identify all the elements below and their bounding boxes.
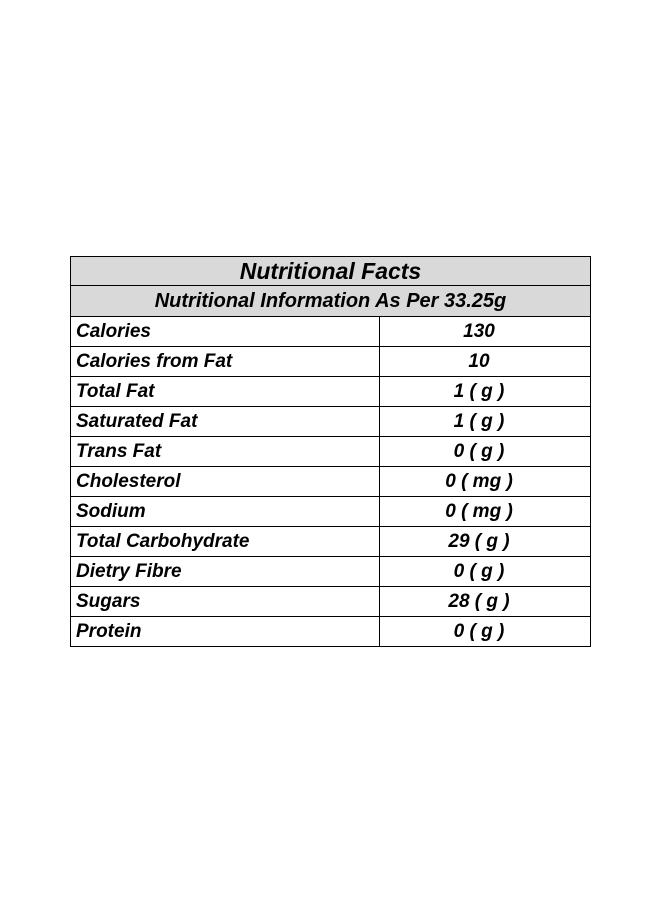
- nutrient-value: 10: [379, 346, 591, 377]
- nutrient-name: Calories: [70, 316, 380, 347]
- nutrient-name: Dietry Fibre: [70, 556, 380, 587]
- nutrient-name: Sodium: [70, 496, 380, 527]
- table-subtitle: Nutritional Information As Per 33.25g: [70, 285, 591, 317]
- nutrient-name: Sugars: [70, 586, 380, 617]
- table-row: Sugars 28 ( g ): [70, 586, 591, 617]
- table-row: Saturated Fat 1 ( g ): [70, 406, 591, 437]
- nutrient-name: Cholesterol: [70, 466, 380, 497]
- table-title-row: Nutritional Facts: [70, 256, 591, 286]
- table-row: Total Carbohydrate 29 ( g ): [70, 526, 591, 557]
- nutrient-name: Total Carbohydrate: [70, 526, 380, 557]
- nutrient-value: 0 ( g ): [379, 616, 591, 647]
- nutrient-value: 0 ( mg ): [379, 496, 591, 527]
- table-row: Sodium 0 ( mg ): [70, 496, 591, 527]
- table-row: Calories from Fat 10: [70, 346, 591, 377]
- nutrient-value: 29 ( g ): [379, 526, 591, 557]
- table-row: Total Fat 1 ( g ): [70, 376, 591, 407]
- nutrient-name: Protein: [70, 616, 380, 647]
- table-row: Trans Fat 0 ( g ): [70, 436, 591, 467]
- table-title: Nutritional Facts: [70, 256, 591, 286]
- table-row: Cholesterol 0 ( mg ): [70, 466, 591, 497]
- nutrient-value: 1 ( g ): [379, 406, 591, 437]
- nutrient-name: Trans Fat: [70, 436, 380, 467]
- table-row: Protein 0 ( g ): [70, 616, 591, 647]
- table-row: Dietry Fibre 0 ( g ): [70, 556, 591, 587]
- nutrient-value: 28 ( g ): [379, 586, 591, 617]
- table-subtitle-row: Nutritional Information As Per 33.25g: [70, 285, 591, 317]
- table-row: Calories 130: [70, 316, 591, 347]
- nutrient-value: 1 ( g ): [379, 376, 591, 407]
- nutrient-name: Total Fat: [70, 376, 380, 407]
- nutrient-value: 130: [379, 316, 591, 347]
- nutrient-value: 0 ( g ): [379, 556, 591, 587]
- nutrition-facts-table: Nutritional Facts Nutritional Informatio…: [70, 256, 591, 647]
- nutrient-value: 0 ( g ): [379, 436, 591, 467]
- nutrient-name: Calories from Fat: [70, 346, 380, 377]
- nutrient-value: 0 ( mg ): [379, 466, 591, 497]
- nutrient-name: Saturated Fat: [70, 406, 380, 437]
